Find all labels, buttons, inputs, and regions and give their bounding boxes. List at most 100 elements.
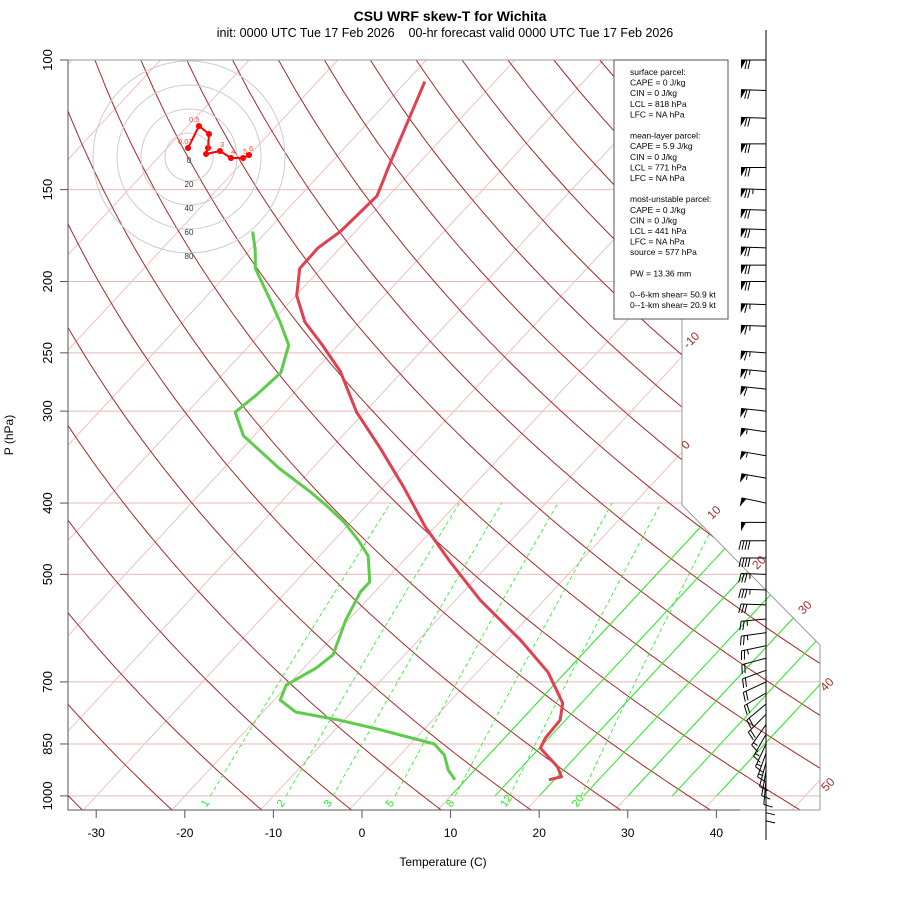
barb-flag: [744, 573, 748, 583]
barb-flag: [750, 729, 756, 739]
mixing-ratio-line: [509, 502, 662, 797]
isotherm-label: 30: [795, 598, 815, 618]
wind-barb: [738, 540, 766, 550]
wind-barb: [740, 408, 767, 419]
dry-adiabat-line: [140, 60, 820, 810]
legend-line: CIN = 0 J/kg: [630, 215, 677, 225]
barb-half-flag: [745, 452, 748, 458]
wind-barb: [740, 188, 767, 199]
hodograph-point: [203, 151, 210, 157]
dry-adiabat-line: [68, 60, 624, 810]
wind-barb: [740, 228, 767, 239]
wind-barb: [741, 281, 766, 291]
hodograph-point-label: 5: [243, 147, 247, 156]
barb-flag: [755, 766, 764, 773]
isotherm-line: [68, 60, 250, 810]
dry-adiabat-line: [94, 60, 803, 810]
mixing-ratio-label: 12: [498, 793, 515, 810]
barb-flag: [747, 143, 751, 153]
wind-barb: [740, 350, 767, 361]
wind-barbs: [738, 30, 776, 840]
wind-barb: [740, 89, 767, 99]
barb-pennant: [741, 60, 746, 69]
barb-flag: [744, 589, 748, 599]
mixing-ratio-line: [580, 502, 726, 797]
legend-frame: [613, 59, 729, 320]
barb-flag: [744, 59, 748, 70]
barb-staff: [741, 350, 767, 354]
mixing-ratio-line: [285, 502, 460, 797]
barb-staff: [740, 573, 767, 575]
barb-flag: [744, 325, 748, 335]
legend-line: 0--6-km shear= 50.9 kt: [630, 290, 716, 300]
barb-staff: [741, 497, 767, 504]
barb-staff: [759, 762, 767, 787]
legend-line: LCL = 771 hPa: [630, 162, 687, 172]
barb-flag: [748, 717, 754, 727]
barb-staff: [740, 116, 767, 119]
dry-adiabat-line: [68, 60, 444, 810]
wind-barb: [740, 208, 767, 219]
barb-staff: [740, 588, 767, 591]
hodograph-point-label: 4: [231, 147, 235, 156]
wind-barb: [765, 795, 776, 824]
wind-barb: [742, 669, 767, 689]
barb-flag: [744, 167, 748, 177]
traces: 1 2 3 5 8 12 20: [199, 81, 587, 810]
barb-flag: [747, 167, 751, 177]
legend-line: CIN = 0 J/kg: [630, 152, 677, 162]
barb-flag: [744, 188, 748, 198]
isotherm-label: 0: [678, 437, 693, 452]
barb-half-flag: [745, 429, 748, 435]
barb-flag: [744, 209, 748, 219]
barb-flag: [743, 705, 748, 715]
barb-pennant: [740, 188, 746, 198]
moist-adiabat-line: [583, 352, 820, 797]
barb-flag: [738, 603, 742, 614]
mixing-ratio-line: [332, 502, 503, 797]
barb-staff: [763, 779, 767, 805]
hodograph-point: [185, 145, 192, 151]
barb-staff: [744, 692, 767, 707]
barb-flag: [747, 59, 751, 70]
mixing-ratio-label: 20: [570, 793, 587, 810]
barb-half-flag: [756, 763, 762, 767]
barb-pennant: [740, 408, 747, 418]
legend-line: CAPE = 0 J/kg: [630, 205, 686, 215]
barb-flag: [746, 703, 751, 714]
barb-staff: [753, 734, 767, 757]
barb-pennant: [740, 209, 746, 219]
hodograph-ring-label: 20: [185, 180, 194, 189]
wind-barb: [740, 645, 767, 661]
moist-adiabat-line: [538, 352, 820, 797]
y-tick-label: 850: [40, 733, 55, 755]
wind-barb: [741, 167, 766, 177]
mixing-ratio-label: 3: [322, 798, 335, 810]
legend-line: LCL = 441 hPa: [630, 226, 687, 236]
wind-barb: [741, 521, 766, 532]
barb-staff: [741, 427, 767, 433]
barb-pennant: [740, 303, 746, 313]
barb-flag: [744, 677, 748, 688]
dry-adiabat-line: [323, 60, 820, 810]
wind-barb: [746, 703, 767, 729]
barb-flag: [744, 604, 748, 614]
mixing-ratio-label: 2: [275, 798, 288, 810]
mixing-ratio-label: 8: [444, 798, 457, 810]
legend-line: LFC = NA hPa: [630, 109, 685, 119]
barb-flag: [741, 603, 745, 614]
isotherm-line: [68, 60, 339, 810]
barb-staff: [740, 89, 767, 91]
hodograph-point-label: 3: [220, 140, 224, 149]
barb-pennant: [739, 451, 747, 461]
dry-adiabat-line: [68, 60, 174, 810]
barb-pennant: [740, 89, 746, 99]
barb-staff: [756, 753, 767, 777]
legend-line: most-unstable parcel:: [630, 194, 711, 204]
wind-barb: [740, 368, 767, 379]
moist-adiabat-line: [627, 352, 820, 797]
barb-flag: [739, 621, 742, 631]
dry-adiabat-line: [186, 60, 820, 810]
background-lines: [68, 60, 820, 810]
